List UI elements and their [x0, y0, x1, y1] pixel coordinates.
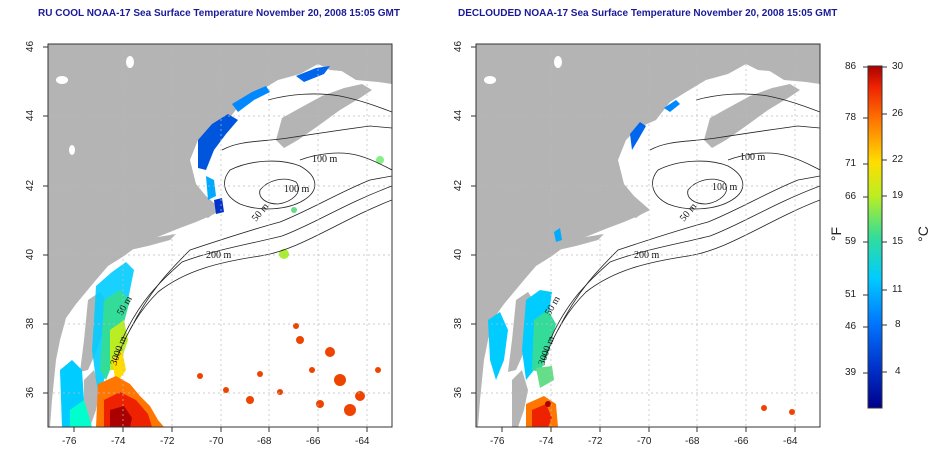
land-mass — [128, 234, 176, 250]
left-map: 100 m 100 m 50 m 200 m 50 m 3000 m — [48, 44, 392, 427]
y-tick-label: 44 — [25, 109, 37, 122]
colorbar-f-label: 66 — [845, 191, 857, 202]
contour-label: 100 m — [740, 152, 766, 163]
y-tick-label: 44 — [453, 109, 465, 122]
right-map-title: DECLOUDED NOAA-17 Sea Surface Temperatur… — [458, 8, 838, 19]
colorbar-c-label: 11 — [892, 284, 903, 295]
land-mass — [200, 206, 216, 218]
colorbar-c-label: 30 — [892, 61, 904, 72]
x-tick-label: -70 — [637, 436, 652, 447]
colorbar-f-label: 46 — [845, 321, 857, 332]
x-tick-label: -66 — [734, 436, 749, 447]
y-tick-label: 40 — [25, 248, 37, 261]
y-tick-label: 36 — [453, 386, 465, 399]
y-tick-label: 42 — [25, 179, 37, 192]
colorbar — [867, 65, 883, 409]
y-tick-label: 38 — [453, 317, 465, 330]
contour-label: 100 m — [712, 182, 738, 193]
colorbar-f-label: 78 — [845, 112, 857, 123]
contour-label: 100 m — [312, 154, 338, 165]
land-mass — [476, 44, 820, 427]
x-tick-label: -76 — [490, 436, 505, 447]
contour-label: 200 m — [206, 250, 232, 261]
colorbar-c-label: 19 — [892, 190, 904, 201]
colorbar-f-label: 86 — [845, 61, 857, 72]
x-tick-label: -64 — [783, 436, 798, 447]
x-tick-label: -74 — [539, 436, 554, 447]
colorbar-f-label: 51 — [845, 289, 857, 300]
land-mass — [628, 206, 644, 218]
colorbar-c-label: 8 — [895, 319, 901, 330]
colorbar-c-label: 4 — [895, 366, 901, 377]
colorbar-f-label: 71 — [845, 158, 857, 169]
x-tick-label: -66 — [306, 436, 321, 447]
y-tick-label: 36 — [25, 386, 37, 399]
land-mass — [512, 370, 528, 427]
colorbar-c-label: 15 — [892, 236, 904, 247]
y-tick-label: 42 — [453, 179, 465, 192]
y-tick-label: 38 — [25, 317, 37, 330]
land-mass — [340, 62, 392, 84]
right-map-frame — [475, 43, 821, 428]
left-map-frame — [47, 43, 393, 428]
x-tick-label: -76 — [62, 436, 77, 447]
contour-label: 100 m — [284, 184, 310, 195]
y-tick-label: 40 — [453, 248, 465, 261]
x-tick-label: -72 — [588, 436, 603, 447]
y-tick-label: 46 — [453, 40, 465, 53]
land-mass — [556, 234, 604, 250]
fahrenheit-unit: °F — [828, 226, 845, 242]
x-tick-label: -68 — [257, 436, 272, 447]
land-mass — [84, 370, 100, 427]
colorbar-f-label: 59 — [845, 236, 857, 247]
colorbar-c-label: 22 — [892, 154, 904, 165]
right-map: 100 m 100 m 50 m 200 m 50 m 3000 m — [476, 44, 820, 427]
contour-label: 200 m — [634, 250, 660, 261]
x-tick-label: -68 — [685, 436, 700, 447]
left-map-title: RU COOL NOAA-17 Sea Surface Temperature … — [38, 8, 400, 19]
x-tick-label: -64 — [355, 436, 370, 447]
colorbar-f-label: 39 — [845, 367, 857, 378]
colorbar-c-label: 26 — [892, 108, 904, 119]
celsius-unit: °C — [914, 226, 931, 242]
x-tick-label: -70 — [209, 436, 224, 447]
y-tick-label: 46 — [25, 40, 37, 53]
x-tick-label: -72 — [160, 436, 175, 447]
land-mass — [768, 62, 820, 84]
land-mass — [48, 44, 392, 427]
x-tick-label: -74 — [111, 436, 126, 447]
